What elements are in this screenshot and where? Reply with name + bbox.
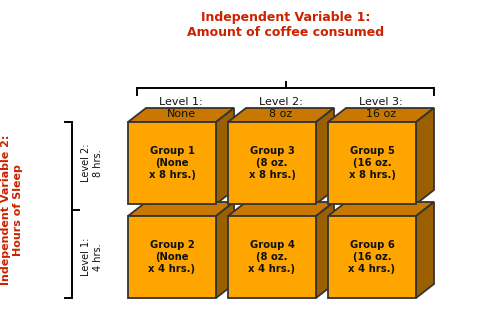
Text: Independent Variable 2:
Hours of Sleep: Independent Variable 2: Hours of Sleep (1, 135, 23, 285)
Text: Group 3
(8 oz.
x 8 hrs.): Group 3 (8 oz. x 8 hrs.) (249, 147, 295, 180)
Polygon shape (228, 216, 316, 298)
Polygon shape (228, 202, 334, 216)
Polygon shape (128, 108, 234, 122)
Polygon shape (128, 202, 234, 216)
Text: Group 2
(None
x 4 hrs.): Group 2 (None x 4 hrs.) (148, 240, 195, 274)
Text: Group 5
(16 oz.
x 8 hrs.): Group 5 (16 oz. x 8 hrs.) (348, 147, 396, 180)
Text: Group 4
(8 oz.
x 4 hrs.): Group 4 (8 oz. x 4 hrs.) (249, 240, 296, 274)
Polygon shape (228, 122, 316, 204)
Polygon shape (216, 108, 234, 204)
Polygon shape (328, 108, 434, 122)
Text: Group 6
(16 oz.
x 4 hrs.): Group 6 (16 oz. x 4 hrs.) (348, 240, 396, 274)
Polygon shape (416, 108, 434, 204)
Polygon shape (228, 108, 334, 122)
Polygon shape (128, 122, 216, 204)
Text: Level 2:
8 hrs.: Level 2: 8 hrs. (81, 144, 103, 182)
Text: Level 1:
None: Level 1: None (159, 97, 203, 119)
Polygon shape (128, 216, 216, 298)
Polygon shape (328, 202, 434, 216)
Polygon shape (316, 108, 334, 204)
Text: Amount of coffee consumed: Amount of coffee consumed (187, 25, 384, 39)
Text: Level 2:
8 oz: Level 2: 8 oz (259, 97, 303, 119)
Text: Level 1:
4 hrs.: Level 1: 4 hrs. (81, 238, 103, 276)
Polygon shape (416, 202, 434, 298)
Text: Level 3:
16 oz: Level 3: 16 oz (359, 97, 403, 119)
Polygon shape (328, 216, 416, 298)
Polygon shape (216, 202, 234, 298)
Text: Group 1
(None
x 8 hrs.): Group 1 (None x 8 hrs.) (149, 147, 195, 180)
Polygon shape (316, 202, 334, 298)
Polygon shape (328, 122, 416, 204)
Text: Independent Variable 1:: Independent Variable 1: (201, 12, 370, 24)
